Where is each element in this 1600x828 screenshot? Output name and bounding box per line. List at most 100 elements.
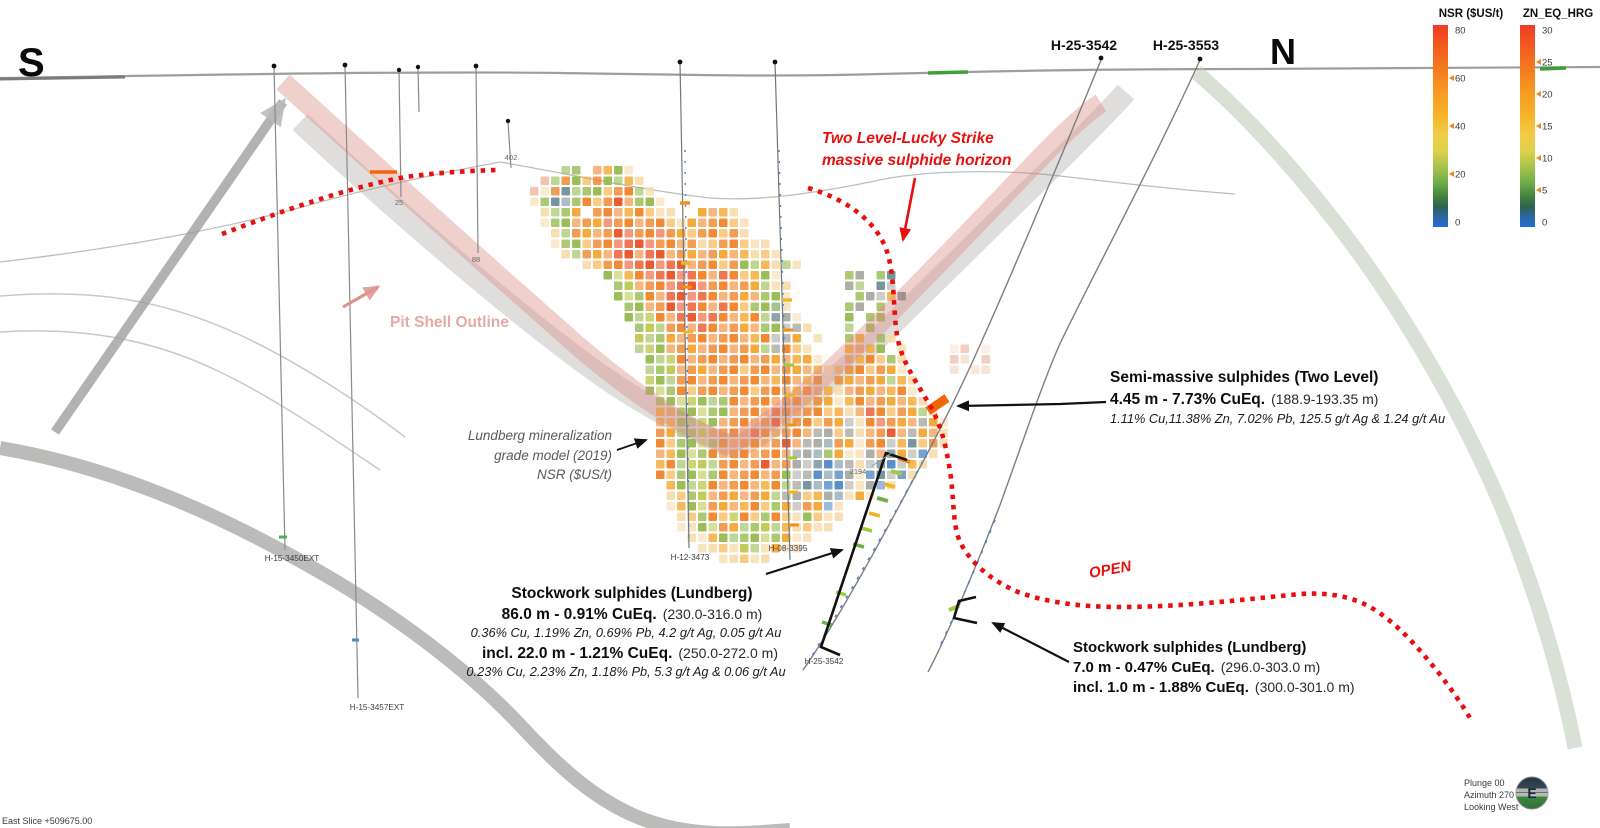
block-cell: [687, 229, 696, 238]
block-cell: [719, 523, 728, 532]
block-cell: [708, 355, 717, 364]
block-cell: [750, 460, 759, 469]
legend-tick-label: 40: [1455, 122, 1466, 133]
block-cell: [656, 344, 665, 353]
block-cell: [761, 302, 770, 311]
block-cell: [698, 533, 707, 542]
block-cell: [855, 302, 864, 311]
block-cell: [593, 229, 602, 238]
block-cell: [687, 271, 696, 280]
block-cell: [855, 355, 864, 364]
block-cell: [740, 292, 749, 301]
block-cell: [740, 428, 749, 437]
block-cell: [782, 376, 791, 385]
block-cell: [866, 365, 875, 374]
block-cell: [687, 470, 696, 479]
block-cell: [876, 355, 885, 364]
block-cell: [666, 323, 675, 332]
surface-vegetation-mark: [1539, 66, 1567, 71]
block-cell: [666, 376, 675, 385]
block-cell: [551, 229, 560, 238]
block-cell: [824, 386, 833, 395]
horizon-arrow: [899, 177, 917, 242]
block-cell: [582, 229, 591, 238]
block-cell: [918, 428, 927, 437]
block-cell: [677, 250, 686, 259]
block-cell: [750, 292, 759, 301]
block-cell: [656, 281, 665, 290]
block-cell: [855, 271, 864, 280]
block-cell: [761, 239, 770, 248]
block-cell: [666, 260, 675, 269]
block-cell: [740, 523, 749, 532]
block-cell: [666, 470, 675, 479]
block-cell: [792, 407, 801, 416]
legend-tick-pointer: [1449, 75, 1454, 81]
grade-model-arrow: [616, 438, 648, 451]
block-cell: [866, 344, 875, 353]
block-cell: [908, 460, 917, 469]
block-cell: [771, 313, 780, 322]
block-cell: [876, 376, 885, 385]
block-cell: [824, 439, 833, 448]
block-cell: [803, 481, 812, 490]
block-cell: [656, 260, 665, 269]
block-cell: [698, 523, 707, 532]
block-cell: [687, 302, 696, 311]
block-cell: [698, 470, 707, 479]
block-cell: [593, 166, 602, 175]
block-cell: [740, 386, 749, 395]
block-cell: [719, 260, 728, 269]
block-cell: [540, 218, 549, 227]
block-cell: [750, 260, 759, 269]
block-cell: [845, 271, 854, 280]
block-cell: [687, 439, 696, 448]
block-cell: [740, 302, 749, 311]
block-cell: [708, 386, 717, 395]
block-cell: [845, 470, 854, 479]
block-cell: [561, 239, 570, 248]
block-cell: [824, 512, 833, 521]
block-cell: [782, 481, 791, 490]
block-cell: [782, 365, 791, 374]
block-cell: [708, 397, 717, 406]
block-cell: [656, 355, 665, 364]
block-cell: [866, 407, 875, 416]
block-cell: [687, 502, 696, 511]
block-cell: [666, 449, 675, 458]
drill-hole-label: H-12-3473: [671, 553, 710, 562]
block-cell: [740, 512, 749, 521]
block-cell: [771, 407, 780, 416]
drill-holes: [273, 59, 1201, 699]
block-cell: [677, 302, 686, 311]
block-cell: [771, 460, 780, 469]
block-cell: [761, 397, 770, 406]
block-cell: [813, 365, 822, 374]
block-cell: [729, 344, 738, 353]
block-cell: [761, 407, 770, 416]
block-cell: [887, 460, 896, 469]
block-cell: [656, 397, 665, 406]
block-cell: [719, 292, 728, 301]
block-cell: [761, 544, 770, 553]
block-cell: [897, 376, 906, 385]
block-cell: [792, 544, 801, 553]
block-cell: [771, 481, 780, 490]
block-cell: [866, 292, 875, 301]
block-cell: [677, 470, 686, 479]
block-cell: [750, 355, 759, 364]
block-cell: [803, 407, 812, 416]
block-cell: [740, 250, 749, 259]
block-cell: [855, 481, 864, 490]
block-cell: [761, 365, 770, 374]
block-cell: [750, 502, 759, 511]
block-cell: [897, 449, 906, 458]
compass-widget-icon[interactable]: E: [1512, 776, 1552, 810]
block-cell: [855, 491, 864, 500]
block-cell: [918, 418, 927, 427]
block-cell: [740, 281, 749, 290]
block-cell: [771, 334, 780, 343]
block-cell: [761, 502, 770, 511]
depth-marker-leader: [871, 451, 894, 467]
block-cell: [687, 523, 696, 532]
